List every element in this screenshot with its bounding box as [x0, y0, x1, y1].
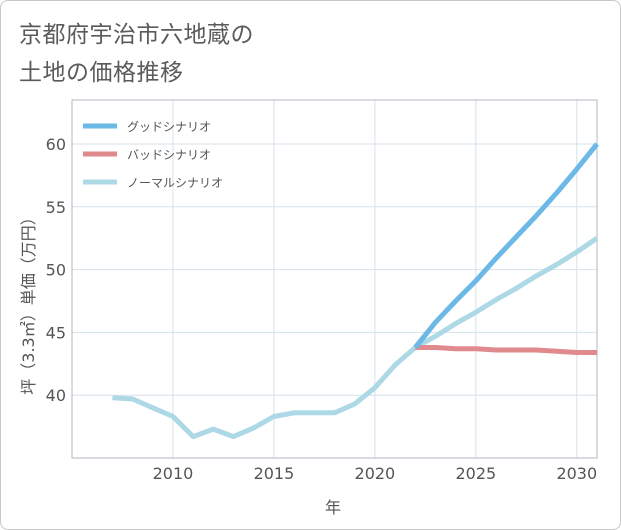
- chart-title-line1: 京都府宇治市六地蔵の: [19, 22, 254, 48]
- axes: [71, 99, 598, 459]
- series-lines: [112, 142, 599, 440]
- y-axis-label: 坪（3.3㎡）単価（万円）: [19, 209, 38, 394]
- legend-label: グッドシナリオ: [127, 120, 211, 134]
- x-tick-label: 2010: [153, 464, 194, 483]
- y-tick-label: 60: [46, 135, 66, 154]
- x-axis-label: 年: [325, 498, 341, 517]
- x-tick-labels: 2010 2015 2020 2025 2030: [153, 464, 598, 483]
- y-tick-label: 50: [46, 261, 66, 280]
- series-line: [112, 236, 599, 440]
- y-tick-label: 40: [46, 386, 66, 405]
- y-tick-labels: 40 45 50 55 60: [46, 135, 66, 405]
- chart-title-line2: 土地の価格推移: [19, 60, 184, 86]
- legend-label: ノーマルシナリオ: [127, 176, 223, 190]
- legend-label: バッドシナリオ: [127, 148, 211, 162]
- series-line: [413, 142, 599, 350]
- x-tick-label: 2030: [556, 464, 597, 483]
- y-tick-label: 55: [46, 198, 66, 217]
- x-tick-label: 2025: [455, 464, 496, 483]
- x-tick-label: 2015: [254, 464, 295, 483]
- plot-frame: [71, 99, 598, 459]
- y-tick-label: 45: [46, 323, 66, 342]
- series-line: [415, 345, 597, 355]
- x-tick-label: 2020: [355, 464, 396, 483]
